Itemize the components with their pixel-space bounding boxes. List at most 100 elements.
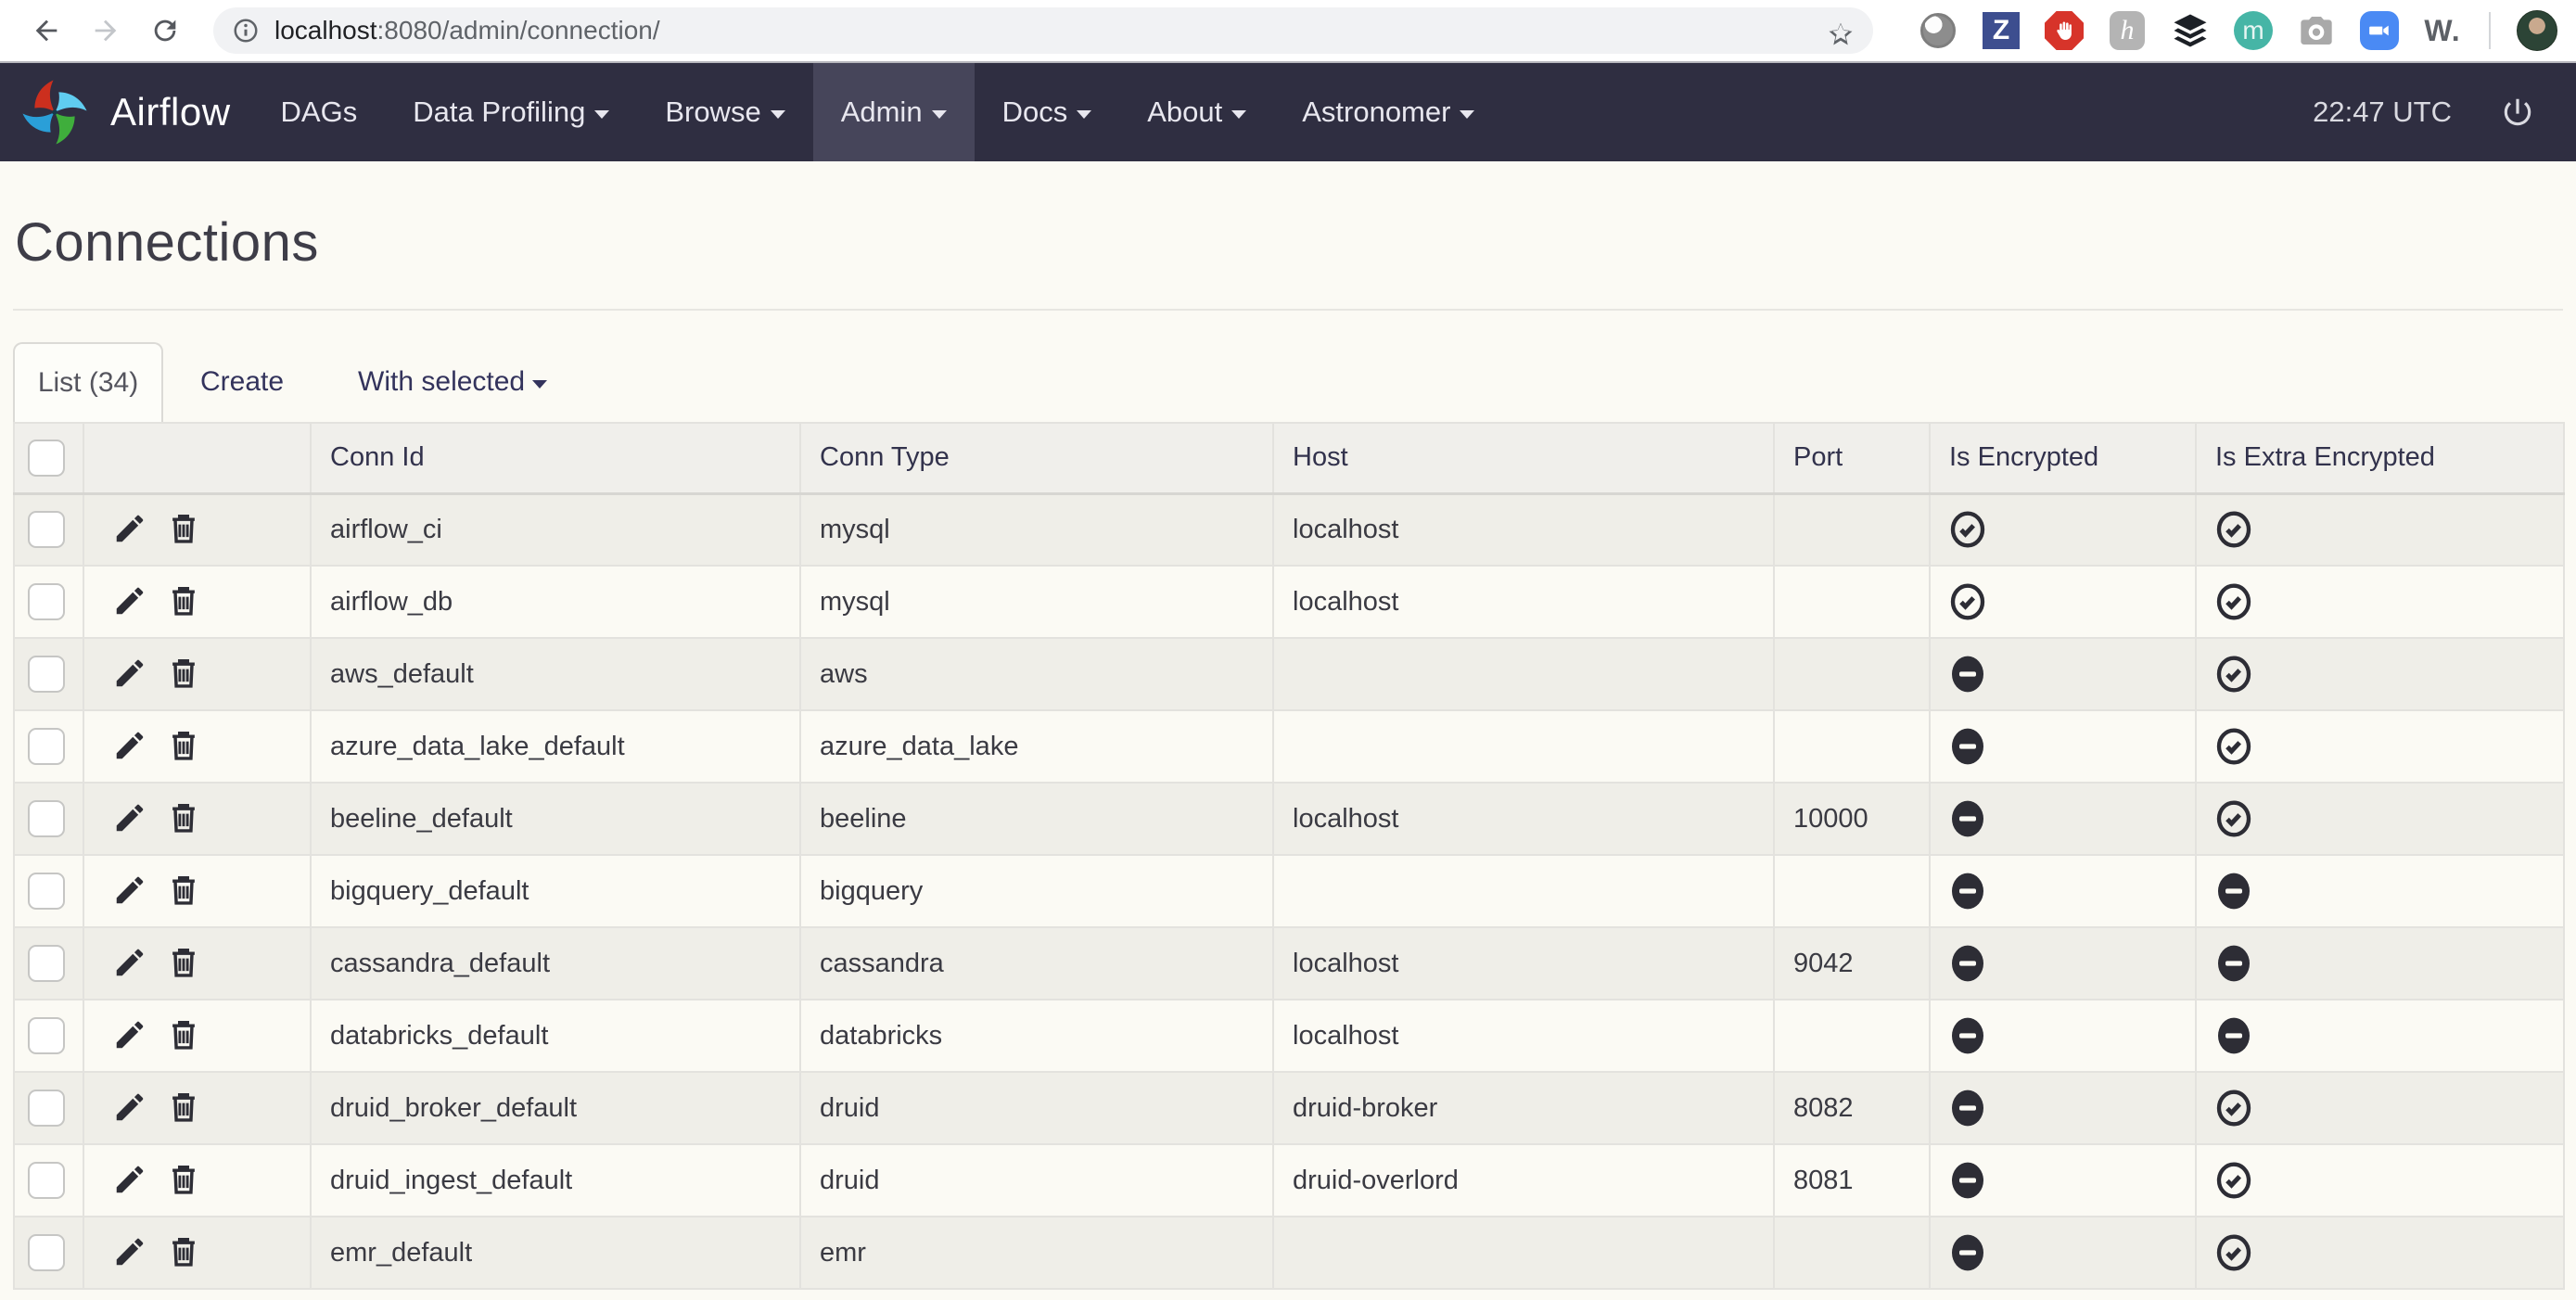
port-cell: 10000 <box>1774 783 1930 855</box>
table-row: beeline_default beeline localhost 10000 <box>14 783 2564 855</box>
row-checkbox[interactable] <box>28 873 65 910</box>
port-cell <box>1774 855 1930 927</box>
edit-icon[interactable] <box>112 583 149 620</box>
edit-icon[interactable] <box>112 945 149 982</box>
checkbox-cell <box>14 710 83 783</box>
delete-icon[interactable] <box>166 1234 203 1271</box>
column-header-port: Port <box>1774 423 1930 493</box>
row-checkbox[interactable] <box>28 945 65 982</box>
encrypted-no-icon <box>1949 944 1986 983</box>
row-checkbox[interactable] <box>28 1162 65 1199</box>
tab-bar: List (34) Create With selected <box>13 342 2563 422</box>
address-bar[interactable]: localhost:8080/admin/connection/ <box>213 7 1873 54</box>
airflow-logo-icon <box>21 79 88 146</box>
encrypted-no-icon <box>1949 1161 1986 1200</box>
w-extension-icon[interactable]: W. <box>2422 10 2463 51</box>
conn-type-cell: azure_data_lake <box>800 710 1273 783</box>
actions-cell <box>83 493 311 566</box>
nav-item-astronomer[interactable]: Astronomer <box>1274 63 1502 161</box>
table-row: aws_default aws <box>14 638 2564 710</box>
camera-extension-icon[interactable] <box>2296 10 2337 51</box>
edit-icon[interactable] <box>112 511 149 548</box>
hand-icon <box>2052 19 2076 43</box>
with-selected-label: With selected <box>358 366 525 398</box>
title-divider <box>13 309 2563 311</box>
delete-icon[interactable] <box>166 873 203 910</box>
row-checkbox[interactable] <box>28 728 65 765</box>
z-extension-icon[interactable]: Z <box>1981 10 2021 51</box>
actions-cell <box>83 855 311 927</box>
conn-type-cell: mysql <box>800 493 1273 566</box>
conn-type-cell: mysql <box>800 566 1273 638</box>
row-checkbox[interactable] <box>28 1090 65 1127</box>
port-cell: 8082 <box>1774 1072 1930 1144</box>
video-extension-icon[interactable] <box>2359 10 2400 51</box>
is-extra-encrypted-cell <box>2196 927 2564 1000</box>
conn-id-cell: airflow_db <box>311 566 800 638</box>
with-selected-dropdown[interactable]: With selected <box>321 342 584 422</box>
nav-item-data-profiling[interactable]: Data Profiling <box>385 63 637 161</box>
m-glyph: m <box>2234 11 2273 50</box>
is-extra-encrypted-cell <box>2196 783 2564 855</box>
delete-icon[interactable] <box>166 728 203 765</box>
is-encrypted-cell <box>1930 710 2196 783</box>
h-extension-icon[interactable]: h <box>2107 10 2148 51</box>
nav-item-docs[interactable]: Docs <box>975 63 1120 161</box>
delete-icon[interactable] <box>166 1162 203 1199</box>
stop-hand-extension-icon[interactable] <box>2044 10 2085 51</box>
conn-type-cell: databricks <box>800 1000 1273 1072</box>
delete-icon[interactable] <box>166 511 203 548</box>
browser-back-button[interactable] <box>20 5 72 57</box>
profile-avatar[interactable] <box>2517 10 2557 51</box>
select-all-checkbox[interactable] <box>28 440 65 477</box>
port-cell: 9042 <box>1774 927 1930 1000</box>
conn-type-cell: druid <box>800 1144 1273 1217</box>
row-checkbox[interactable] <box>28 1234 65 1271</box>
browser-reload-button[interactable] <box>139 5 191 57</box>
host-cell: localhost <box>1273 1000 1774 1072</box>
edit-icon[interactable] <box>112 1090 149 1127</box>
edit-icon[interactable] <box>112 800 149 837</box>
nav-item-label: Browse <box>665 96 760 129</box>
gray-circle-extension-icon[interactable] <box>1918 10 1958 51</box>
browser-forward-button[interactable] <box>80 5 132 57</box>
edit-icon[interactable] <box>112 1234 149 1271</box>
port-cell <box>1774 493 1930 566</box>
nav-item-dags[interactable]: DAGs <box>253 63 386 161</box>
delete-icon[interactable] <box>166 1017 203 1054</box>
nav-item-admin[interactable]: Admin <box>813 63 975 161</box>
airflow-brand[interactable]: Airflow <box>21 63 231 161</box>
tab-create[interactable]: Create <box>163 342 321 422</box>
column-header-is-extra-encrypted: Is Extra Encrypted <box>2196 423 2564 493</box>
row-checkbox[interactable] <box>28 511 65 548</box>
delete-icon[interactable] <box>166 583 203 620</box>
layers-extension-icon[interactable] <box>2170 10 2211 51</box>
host-cell <box>1273 855 1774 927</box>
edit-icon[interactable] <box>112 873 149 910</box>
row-checkbox[interactable] <box>28 656 65 693</box>
nav-item-browse[interactable]: Browse <box>637 63 812 161</box>
delete-icon[interactable] <box>166 945 203 982</box>
port-cell <box>1774 638 1930 710</box>
delete-icon[interactable] <box>166 1090 203 1127</box>
forward-arrow-icon <box>90 15 121 46</box>
edit-icon[interactable] <box>112 728 149 765</box>
conn-type-cell: beeline <box>800 783 1273 855</box>
chevron-down-icon <box>932 110 947 119</box>
delete-icon[interactable] <box>166 656 203 693</box>
site-info-icon[interactable] <box>232 17 260 45</box>
row-checkbox[interactable] <box>28 583 65 620</box>
power-icon[interactable] <box>2500 95 2535 130</box>
tab-list[interactable]: List (34) <box>13 342 163 422</box>
encrypted-no-icon <box>1949 799 1986 838</box>
m-extension-icon[interactable]: m <box>2233 10 2274 51</box>
nav-item-about[interactable]: About <box>1119 63 1274 161</box>
row-checkbox[interactable] <box>28 1017 65 1054</box>
row-checkbox[interactable] <box>28 800 65 837</box>
edit-icon[interactable] <box>112 656 149 693</box>
encrypted-no-icon <box>1949 872 1986 911</box>
bookmark-star-icon[interactable] <box>1825 15 1856 46</box>
edit-icon[interactable] <box>112 1162 149 1199</box>
edit-icon[interactable] <box>112 1017 149 1054</box>
delete-icon[interactable] <box>166 800 203 837</box>
